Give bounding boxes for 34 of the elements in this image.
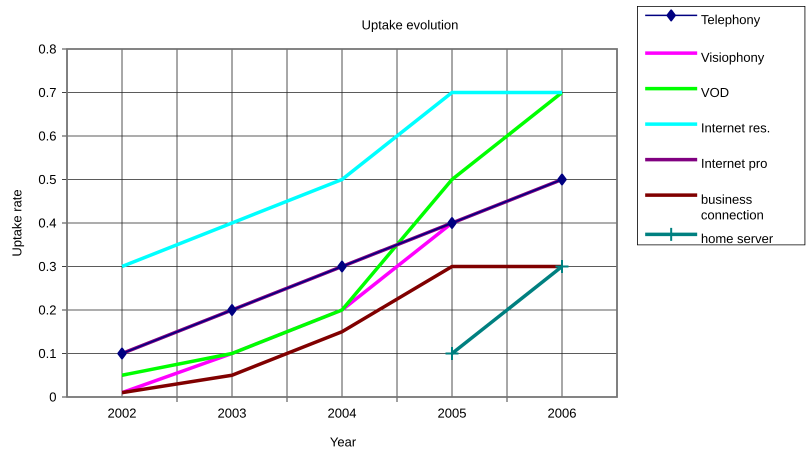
y-tick-label: 0.6 — [38, 131, 56, 141]
y-tick-label: 0.4 — [38, 218, 56, 228]
point — [447, 217, 457, 229]
x-tick-label: 2003 — [218, 408, 246, 418]
point — [227, 304, 237, 316]
line-series — [120, 90, 564, 377]
line-series — [120, 90, 564, 268]
legend-label: Visiophony — [700, 52, 764, 65]
y-tick-label: 0.5 — [38, 174, 56, 184]
point — [554, 259, 570, 274]
line-series — [120, 264, 564, 394]
x-tick-label: 2005 — [438, 408, 466, 418]
y-tick-label: 0 — [50, 392, 56, 402]
chart-title: Uptake evolution — [362, 20, 458, 32]
x-tick-label: 2004 — [328, 408, 356, 418]
y-axis-title: Uptake rate — [12, 190, 24, 256]
y-tick-label: 0.1 — [38, 348, 56, 358]
legend-label: business connection — [701, 194, 763, 220]
x-tick-label: 2006 — [548, 408, 576, 418]
y-tick-label: 0.8 — [38, 44, 56, 54]
x-axis-title: Year — [330, 437, 356, 447]
y-tick-label: 0.7 — [38, 88, 56, 98]
point — [117, 348, 127, 360]
legend-label: VOD — [700, 88, 728, 98]
x-tick-label: 2002 — [108, 408, 136, 418]
legend-label: Internet pro — [702, 158, 767, 171]
y-tick-label: 0.2 — [38, 305, 56, 315]
y-tick-label: 0.3 — [38, 262, 56, 272]
point — [557, 174, 567, 186]
legend-label: Telephony — [701, 14, 760, 27]
point — [337, 260, 347, 272]
legend-label: home server — [702, 234, 773, 244]
legend-label: Internet res. — [702, 123, 770, 132]
point — [444, 346, 460, 361]
